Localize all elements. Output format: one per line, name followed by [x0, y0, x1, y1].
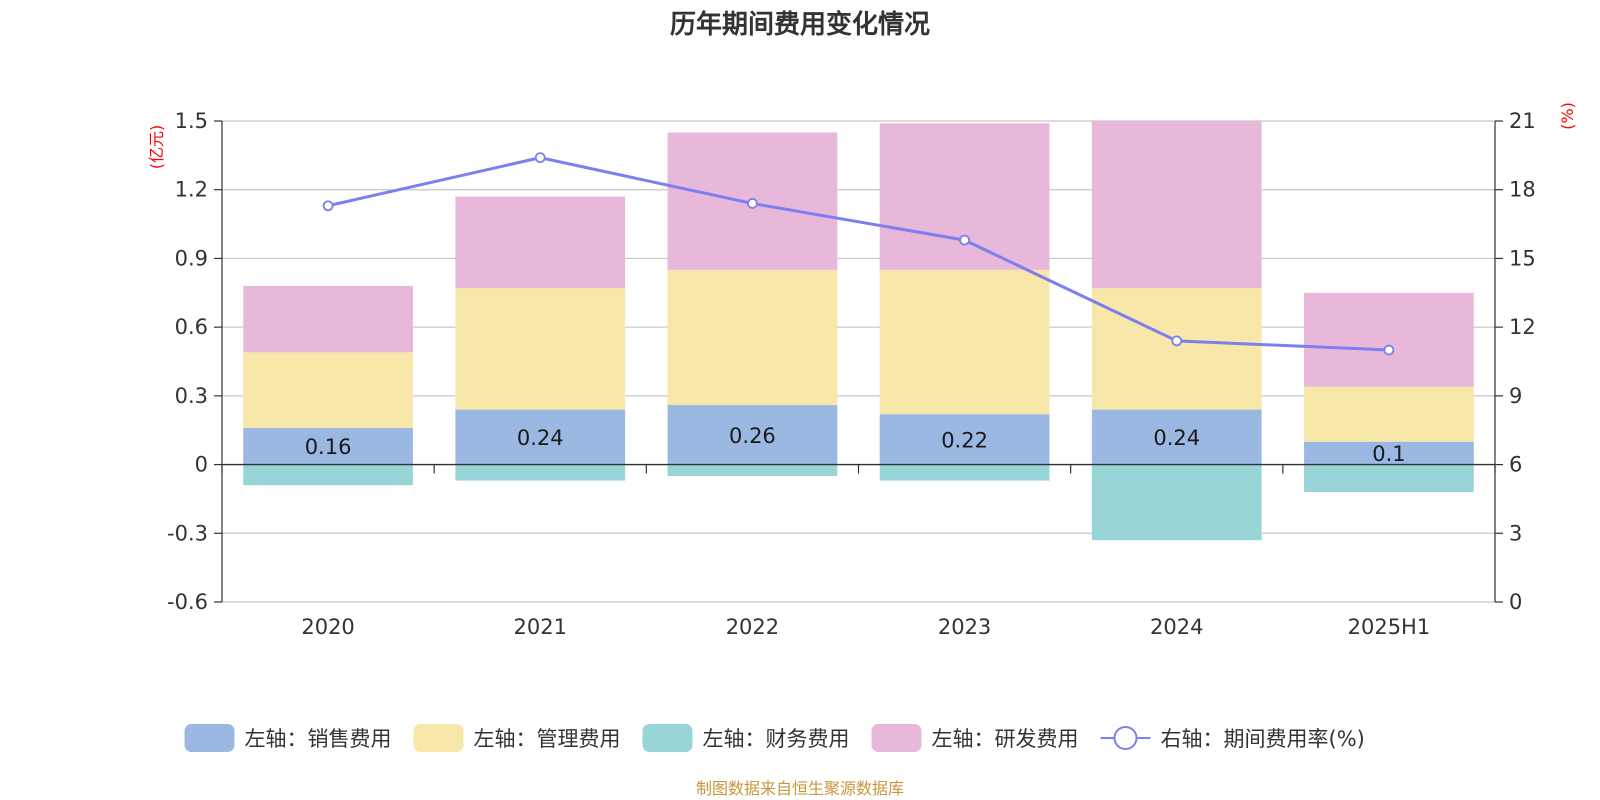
bar-3-2023	[879, 464, 1050, 481]
legend-label: 右轴：期间费用率(%)	[1161, 727, 1365, 751]
right-tick-label: 12	[1509, 315, 1536, 339]
x-tick-label: 2024	[1150, 615, 1203, 639]
right-tick-label: 6	[1509, 453, 1522, 477]
rate-point	[1383, 344, 1395, 356]
bars	[243, 121, 1474, 541]
bar-3-2022	[667, 464, 838, 477]
data-label: 0.16	[305, 435, 352, 459]
bar-2-2021	[455, 288, 626, 410]
right-tick-label: 0	[1509, 590, 1522, 614]
legend-label: 左轴：研发费用	[932, 727, 1079, 751]
bar-2-2022	[667, 269, 838, 406]
rate-point	[534, 152, 546, 164]
bar-2-2023	[879, 269, 1050, 415]
data-label: 0.24	[517, 426, 564, 450]
legend-swatch	[871, 724, 922, 752]
data-label: 0.22	[941, 428, 988, 452]
right-tick-label: 15	[1509, 246, 1536, 270]
rate-point	[322, 200, 334, 212]
bar-3-2021	[455, 464, 626, 481]
bar-3-2020	[243, 464, 413, 486]
left-tick-label: 0	[195, 453, 208, 477]
axes: -0.6 -0.3 0 0.3 0.6 0.9 1.2 1.5 0 3 6 9 12 15 18 21 2020…	[167, 109, 1536, 639]
source-note: 制图数据来自恒生聚源数据库	[696, 779, 904, 798]
legend-swatch	[642, 724, 693, 752]
left-tick-label: -0.6	[167, 590, 208, 614]
bar-4-2020	[243, 285, 413, 353]
x-tick-label: 2020	[301, 615, 354, 639]
x-tick-label: 2023	[938, 615, 991, 639]
rate-point	[1171, 335, 1183, 347]
left-tick-label: 1.5	[175, 109, 208, 133]
right-axis-unit: (%)	[1558, 102, 1577, 130]
legend-swatch	[413, 724, 464, 752]
bar-1-2022	[667, 405, 838, 465]
data-labels: 0.16 0.24 0.26 0.22 0.24 0.1	[305, 424, 1406, 466]
legend: 左轴：销售费用 左轴：管理费用 左轴：财务费用 左轴：研发费用 右轴：期间费用率(%)	[184, 724, 1365, 752]
bar-4-2021	[455, 196, 626, 289]
left-tick-label: 0.6	[175, 315, 208, 339]
x-tick-label: 2022	[726, 615, 779, 639]
bar-4-2024	[1091, 121, 1262, 289]
rate-line-path	[327, 156, 1389, 352]
data-label: 0.1	[1372, 442, 1405, 466]
right-tick-label: 3	[1509, 521, 1522, 545]
left-axis-unit: (亿元)	[147, 125, 166, 170]
chart-title: 历年期间费用变化情况	[670, 9, 930, 40]
bar-4-2023	[879, 123, 1050, 270]
left-tick-label: 0.3	[175, 384, 208, 408]
legend-marker	[1113, 726, 1138, 750]
x-tick-label: 2021	[514, 615, 567, 639]
left-tick-label: -0.3	[167, 521, 208, 545]
legend-label: 左轴：财务费用	[703, 727, 850, 751]
right-tick-label: 18	[1509, 178, 1536, 202]
x-tick-label: 2025H1	[1348, 615, 1431, 639]
rate-point	[959, 234, 970, 246]
bar-3-2024	[1091, 464, 1262, 541]
bar-3-2025H1	[1304, 464, 1474, 493]
bar-2-2024	[1091, 288, 1262, 410]
bar-1-2020	[243, 427, 413, 465]
bar-2-2025H1	[1304, 386, 1474, 442]
bar-1-2021	[455, 409, 626, 465]
data-label: 0.26	[729, 424, 776, 448]
bar-4-2025H1	[1304, 292, 1474, 387]
right-tick-label: 9	[1509, 384, 1522, 408]
rate-line	[322, 152, 1395, 356]
bar-1-2023	[879, 414, 1050, 465]
left-tick-label: 1.2	[175, 178, 208, 202]
legend-label: 左轴：管理费用	[474, 727, 621, 751]
rate-point	[747, 198, 758, 209]
bar-2-2020	[243, 352, 413, 428]
right-tick-label: 21	[1509, 109, 1536, 133]
bar-1-2024	[1091, 409, 1262, 465]
legend-swatch	[184, 724, 235, 752]
left-tick-label: 0.9	[175, 246, 208, 270]
legend-label: 左轴：销售费用	[245, 727, 392, 751]
bar-1-2025H1	[1304, 441, 1474, 465]
data-label: 0.24	[1153, 426, 1200, 450]
